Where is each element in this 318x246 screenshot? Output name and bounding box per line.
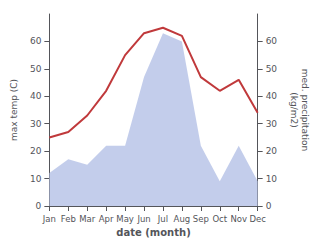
svg-text:0: 0 — [36, 201, 42, 211]
svg-text:20: 20 — [30, 146, 42, 156]
svg-text:20: 20 — [266, 146, 278, 156]
svg-text:60: 60 — [30, 36, 42, 46]
svg-text:50: 50 — [30, 64, 42, 74]
svg-text:Jun: Jun — [136, 214, 150, 224]
svg-text:Mar: Mar — [79, 214, 96, 224]
svg-text:Jan: Jan — [42, 214, 56, 224]
svg-text:Dec: Dec — [249, 214, 266, 224]
svg-text:(kg/m2): (kg/m2) — [289, 92, 299, 127]
svg-text:40: 40 — [30, 91, 42, 101]
svg-text:Jul: Jul — [157, 214, 168, 224]
svg-text:30: 30 — [30, 119, 42, 129]
svg-text:med. precipitation: med. precipitation — [300, 69, 310, 151]
svg-text:max temp (C): max temp (C) — [9, 79, 19, 141]
svg-text:50: 50 — [266, 64, 278, 74]
svg-text:0: 0 — [266, 201, 272, 211]
svg-text:60: 60 — [266, 36, 278, 46]
svg-text:Feb: Feb — [61, 214, 76, 224]
svg-text:Sep: Sep — [193, 214, 209, 224]
svg-text:Apr: Apr — [99, 214, 114, 224]
svg-text:Nov: Nov — [230, 214, 247, 224]
svg-text:10: 10 — [266, 174, 278, 184]
svg-text:10: 10 — [30, 174, 42, 184]
svg-text:Aug: Aug — [174, 214, 191, 224]
svg-text:30: 30 — [266, 119, 278, 129]
svg-text:May: May — [116, 214, 134, 224]
svg-text:date (month): date (month) — [116, 227, 190, 238]
svg-text:40: 40 — [266, 91, 278, 101]
svg-text:Oct: Oct — [212, 214, 227, 224]
